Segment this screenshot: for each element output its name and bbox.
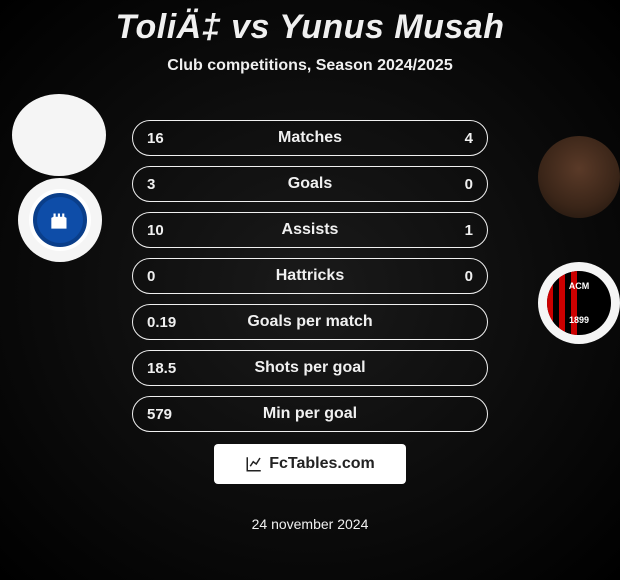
- castle-icon: [47, 207, 73, 233]
- stat-row: 3Goals0: [132, 166, 488, 202]
- stat-row: 0Hattricks0: [132, 258, 488, 294]
- stat-left-value: 10: [147, 222, 164, 239]
- stat-row-inner: [133, 351, 487, 385]
- stat-left-value: 579: [147, 406, 172, 423]
- player-right-avatar: [538, 136, 620, 218]
- page-subtitle: Club competitions, Season 2024/2025: [0, 57, 620, 75]
- stat-row: 579Min per goal: [132, 396, 488, 432]
- stat-row: 10Assists1: [132, 212, 488, 248]
- stat-bar-fill: [133, 121, 416, 155]
- stat-bar-fill: [133, 351, 487, 385]
- brand-label: FcTables.com: [269, 455, 375, 473]
- slovan-badge-icon: [29, 189, 91, 251]
- stat-row: 16Matches4: [132, 120, 488, 156]
- stat-bar-fill: [133, 305, 487, 339]
- stat-left-value: 18.5: [147, 360, 176, 377]
- stat-row-inner: [133, 259, 487, 293]
- stat-right-value: 4: [465, 130, 473, 147]
- stat-row-inner: [133, 213, 487, 247]
- stat-bar-fill: [133, 167, 487, 201]
- stat-right-value: 1: [465, 222, 473, 239]
- player-right-photo: [538, 136, 620, 218]
- brand-badge: FcTables.com: [214, 444, 406, 484]
- stat-bar-fill: [133, 213, 455, 247]
- acm-text-bottom: 1899: [569, 315, 589, 325]
- stat-bar-fill: [133, 397, 487, 431]
- stat-row: 0.19Goals per match: [132, 304, 488, 340]
- team-right-badge: ACM 1899: [538, 262, 620, 344]
- stat-left-value: 0: [147, 268, 155, 285]
- stat-row-inner: [133, 167, 487, 201]
- stat-row-inner: [133, 121, 487, 155]
- footer-date: 24 november 2024: [0, 516, 620, 532]
- comparison-infographic: ToliÄ‡ vs Yunus Musah Club competitions,…: [0, 0, 620, 580]
- team-left-badge: [18, 178, 102, 262]
- stat-right-value: 0: [465, 176, 473, 193]
- stat-row: 18.5Shots per goal: [132, 350, 488, 386]
- stat-row-inner: [133, 397, 487, 431]
- page-title: ToliÄ‡ vs Yunus Musah: [0, 0, 620, 47]
- stat-left-value: 3: [147, 176, 155, 193]
- stat-left-value: 16: [147, 130, 164, 147]
- acm-text-top: ACM: [569, 281, 590, 291]
- slovan-badge-inner: [37, 197, 83, 243]
- stat-right-value: 0: [465, 268, 473, 285]
- chart-icon: [245, 455, 263, 473]
- stat-left-value: 0.19: [147, 314, 176, 331]
- stat-row-inner: [133, 305, 487, 339]
- stats-list: 16Matches4 3Goals0 10Assists1 0Hattricks0 0.…: [132, 120, 488, 442]
- player-left-avatar: [12, 94, 106, 176]
- acm-badge-icon: ACM 1899: [547, 271, 611, 335]
